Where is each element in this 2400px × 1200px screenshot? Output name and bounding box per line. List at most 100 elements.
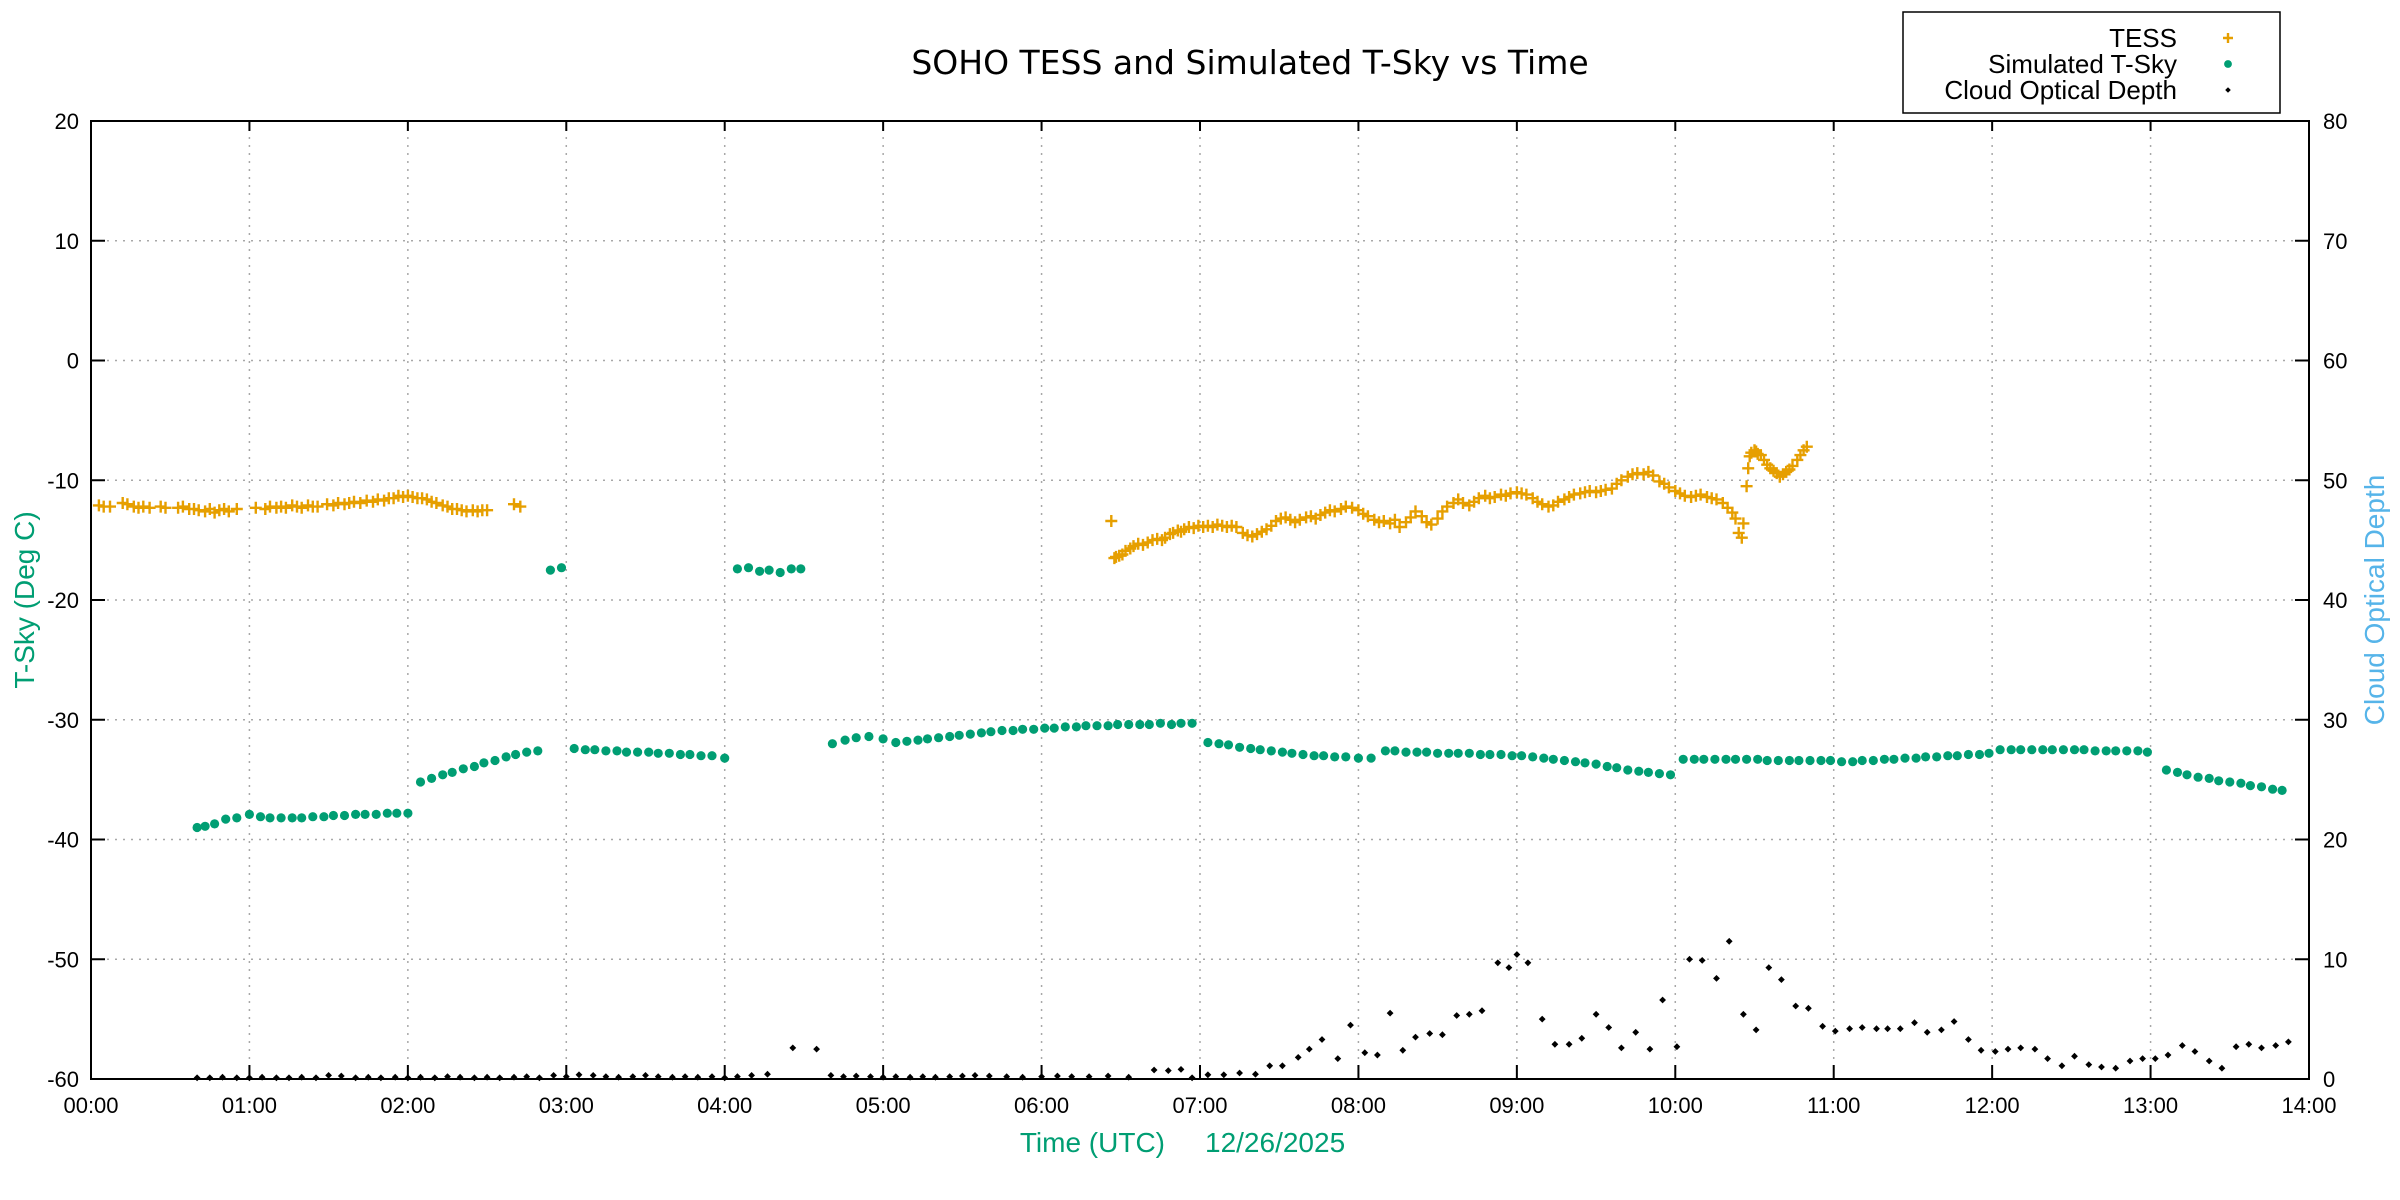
dot-marker: [878, 734, 888, 744]
chart-title: SOHO TESS and Simulated T-Sky vs Time: [911, 43, 1588, 82]
dot-marker: [1298, 749, 1308, 760]
dot-marker: [2111, 746, 2121, 756]
dot-marker: [997, 725, 1007, 736]
dot-marker: [1857, 755, 1867, 766]
dot-marker: [1921, 752, 1931, 762]
dot-marker: [2161, 765, 2171, 775]
dot-marker: [2122, 746, 2132, 756]
dot-marker: [438, 770, 448, 780]
right-axis-tick-label: 40: [2323, 588, 2347, 613]
dot-marker: [1049, 723, 1059, 733]
left-axis-tick-label: -10: [47, 468, 79, 493]
dot-marker: [501, 752, 511, 762]
legend-label: Cloud Optical Depth: [1944, 75, 2177, 105]
simulated-t-sky-series: [192, 563, 2287, 833]
right-axis-tick-label: 20: [2323, 828, 2347, 853]
dot-marker: [1539, 753, 1549, 763]
dot-marker: [707, 751, 717, 761]
dot-marker: [922, 734, 933, 744]
left-axis-tick-label: 10: [55, 229, 79, 254]
right-axis-tick-label: 10: [2323, 947, 2347, 972]
dot-marker: [732, 564, 743, 574]
x-axis-tick-label: 06:00: [1014, 1093, 1069, 1118]
dot-marker: [2172, 767, 2183, 778]
dot-marker: [1932, 752, 1942, 762]
dot-marker: [2027, 745, 2037, 755]
dot-marker: [2069, 745, 2080, 755]
data-series: [92, 440, 2292, 1082]
left-axis-tick-label: -50: [47, 947, 79, 972]
dot-marker: [490, 755, 500, 766]
dot-marker: [601, 746, 611, 756]
plot-frame: [90, 120, 2310, 1080]
left-y-axis-label: T-Sky (Deg C): [9, 511, 40, 688]
dot-marker: [1634, 766, 1644, 776]
dot-marker: [696, 751, 706, 761]
dot-marker: [1730, 754, 1741, 764]
dot-marker: [1081, 721, 1091, 731]
right-y-axis-label: Cloud Optical Depth: [2359, 475, 2390, 726]
dot-marker: [319, 812, 329, 822]
dot-marker: [510, 749, 521, 760]
dot-marker: [1952, 751, 1962, 761]
dot-marker: [1559, 755, 1569, 766]
dot-marker: [1255, 745, 1265, 755]
dot-marker: [1699, 754, 1709, 764]
dot-marker: [244, 809, 254, 820]
dot-marker: [1612, 763, 1622, 773]
dot-marker: [469, 761, 479, 772]
dot-marker: [1517, 751, 1527, 761]
left-axis-tick-label: -30: [47, 708, 79, 733]
dot-marker: [2006, 745, 2016, 755]
dot-marker: [265, 813, 275, 823]
dot-marker: [545, 565, 556, 575]
dot-marker: [1113, 719, 1123, 730]
dot-marker: [371, 809, 381, 820]
dot-marker: [1591, 759, 1601, 769]
dot-marker: [653, 748, 663, 758]
x-axis-date-label: 12/26/2025: [1205, 1127, 1345, 1158]
dot-marker: [891, 737, 901, 748]
right-axis-tick-label: 0: [2323, 1067, 2335, 1092]
dot-marker: [2245, 781, 2255, 791]
axis-tick-labels: 20 10 0 -10 -20 -30 -40 -50 -60 80 70 60 50 40 30 20 10 0…: [47, 109, 2347, 1118]
dot-marker: [1319, 751, 1329, 761]
dot-marker: [2090, 746, 2100, 756]
dot-marker: [479, 758, 489, 768]
dot-marker: [1963, 749, 1973, 760]
dot-marker: [427, 773, 437, 784]
dot-marker: [1689, 754, 1699, 764]
dot-marker: [1710, 754, 1720, 764]
dot-marker: [1816, 755, 1826, 766]
dot-marker: [851, 733, 861, 743]
dot-marker: [1433, 748, 1443, 758]
dot-marker: [1602, 761, 1612, 772]
dot-marker: [954, 730, 964, 740]
x-axis-tick-label: 01:00: [222, 1093, 277, 1118]
dot-marker: [1246, 743, 1256, 754]
dot-marker: [1784, 755, 1794, 766]
dot-marker: [664, 748, 674, 758]
dot-marker: [403, 808, 413, 818]
dot-marker: [685, 749, 695, 760]
dot-marker: [755, 566, 765, 576]
dot-marker: [415, 777, 426, 787]
dot-marker: [864, 731, 874, 742]
x-axis-tick-label: 11:00: [1807, 1093, 1860, 1118]
dot-marker: [1485, 749, 1495, 760]
dot-marker: [590, 745, 600, 755]
dot-marker: [569, 743, 579, 754]
dot-marker: [382, 808, 392, 818]
dot-marker: [276, 813, 286, 823]
dot-marker: [1496, 749, 1506, 760]
dot-marker: [796, 564, 806, 574]
dot-marker: [1879, 754, 1889, 764]
dot-marker: [1203, 737, 1213, 748]
dot-marker: [1911, 753, 1921, 763]
dot-marker: [192, 822, 202, 833]
dot-marker: [1124, 719, 1134, 730]
dot-marker: [1235, 742, 1245, 752]
dot-marker: [1464, 748, 1474, 758]
legend-label: TESS: [2109, 23, 2177, 53]
dot-marker: [2214, 776, 2224, 786]
